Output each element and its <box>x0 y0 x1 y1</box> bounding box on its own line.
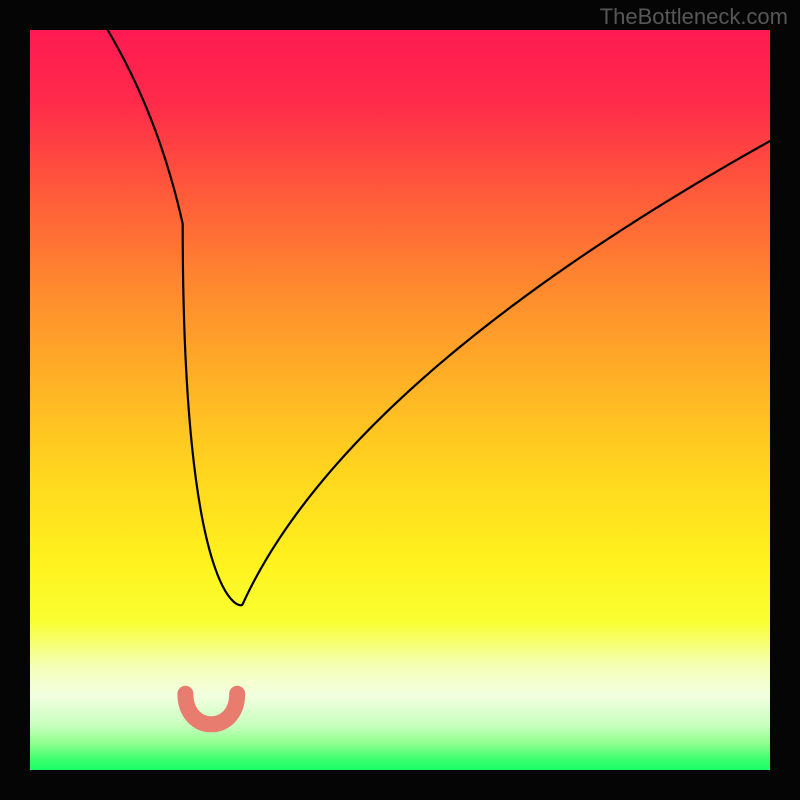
bottleneck-chart-svg <box>0 0 800 800</box>
chart-frame: TheBottleneck.com <box>0 0 800 800</box>
